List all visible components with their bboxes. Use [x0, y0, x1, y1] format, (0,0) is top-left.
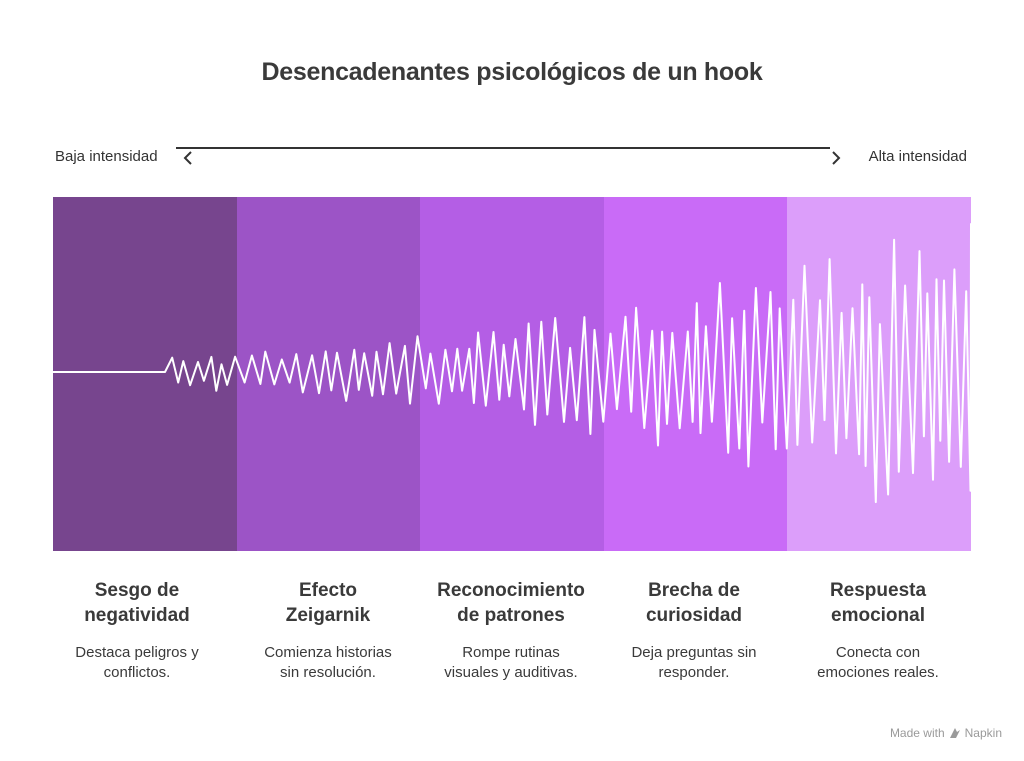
- made-with-napkin-footer[interactable]: Made with Napkin: [890, 726, 1002, 740]
- stage-title: Efecto Zeigarnik: [285, 580, 371, 626]
- stage-description: Destaca peligros y conflictos.: [75, 644, 199, 681]
- stage-description: Rompe rutinas visuales y auditivas.: [444, 644, 578, 681]
- stage-title: Respuesta emocional: [829, 580, 927, 626]
- footer-brand: Napkin: [964, 726, 1002, 740]
- napkin-logo-icon: [949, 728, 960, 738]
- stage-description: Comienza historias sin resolución.: [264, 644, 392, 681]
- footer-prefix: Made with: [889, 726, 945, 740]
- stage-description: Deja preguntas sin responder.: [631, 644, 757, 681]
- stage-column-2: Efecto Zeigarnik Comienza historias sin …: [236, 578, 420, 683]
- high-intensity-label: Alta intensidad: [868, 148, 967, 165]
- stage-title: Brecha de curiosidad: [645, 580, 743, 626]
- low-intensity-label: Baja intensidad: [55, 148, 158, 165]
- intensity-waveform: [53, 223, 971, 504]
- chevron-left-icon: [183, 151, 192, 165]
- page-title: Desencadenantes psicológicos de un hook: [261, 58, 763, 86]
- stage-title: Reconocimiento de patrones: [437, 580, 585, 626]
- stage-column-4: Brecha de curiosidad Deja preguntas sin …: [602, 578, 786, 683]
- stage-column-5: Respuesta emocional Conecta con emocione…: [786, 578, 970, 683]
- chevron-right-icon: [832, 151, 841, 165]
- band-brecha-curiosidad: [604, 197, 787, 551]
- stage-title: Sesgo de negatividad: [84, 580, 190, 626]
- stage-description: Conecta con emociones reales.: [817, 644, 939, 681]
- stage-column-3: Reconocimiento de patrones Rompe rutinas…: [419, 578, 603, 683]
- stage-column-1: Sesgo de negatividad Destaca peligros y …: [45, 578, 229, 683]
- intensity-scale-arrow: [176, 147, 841, 165]
